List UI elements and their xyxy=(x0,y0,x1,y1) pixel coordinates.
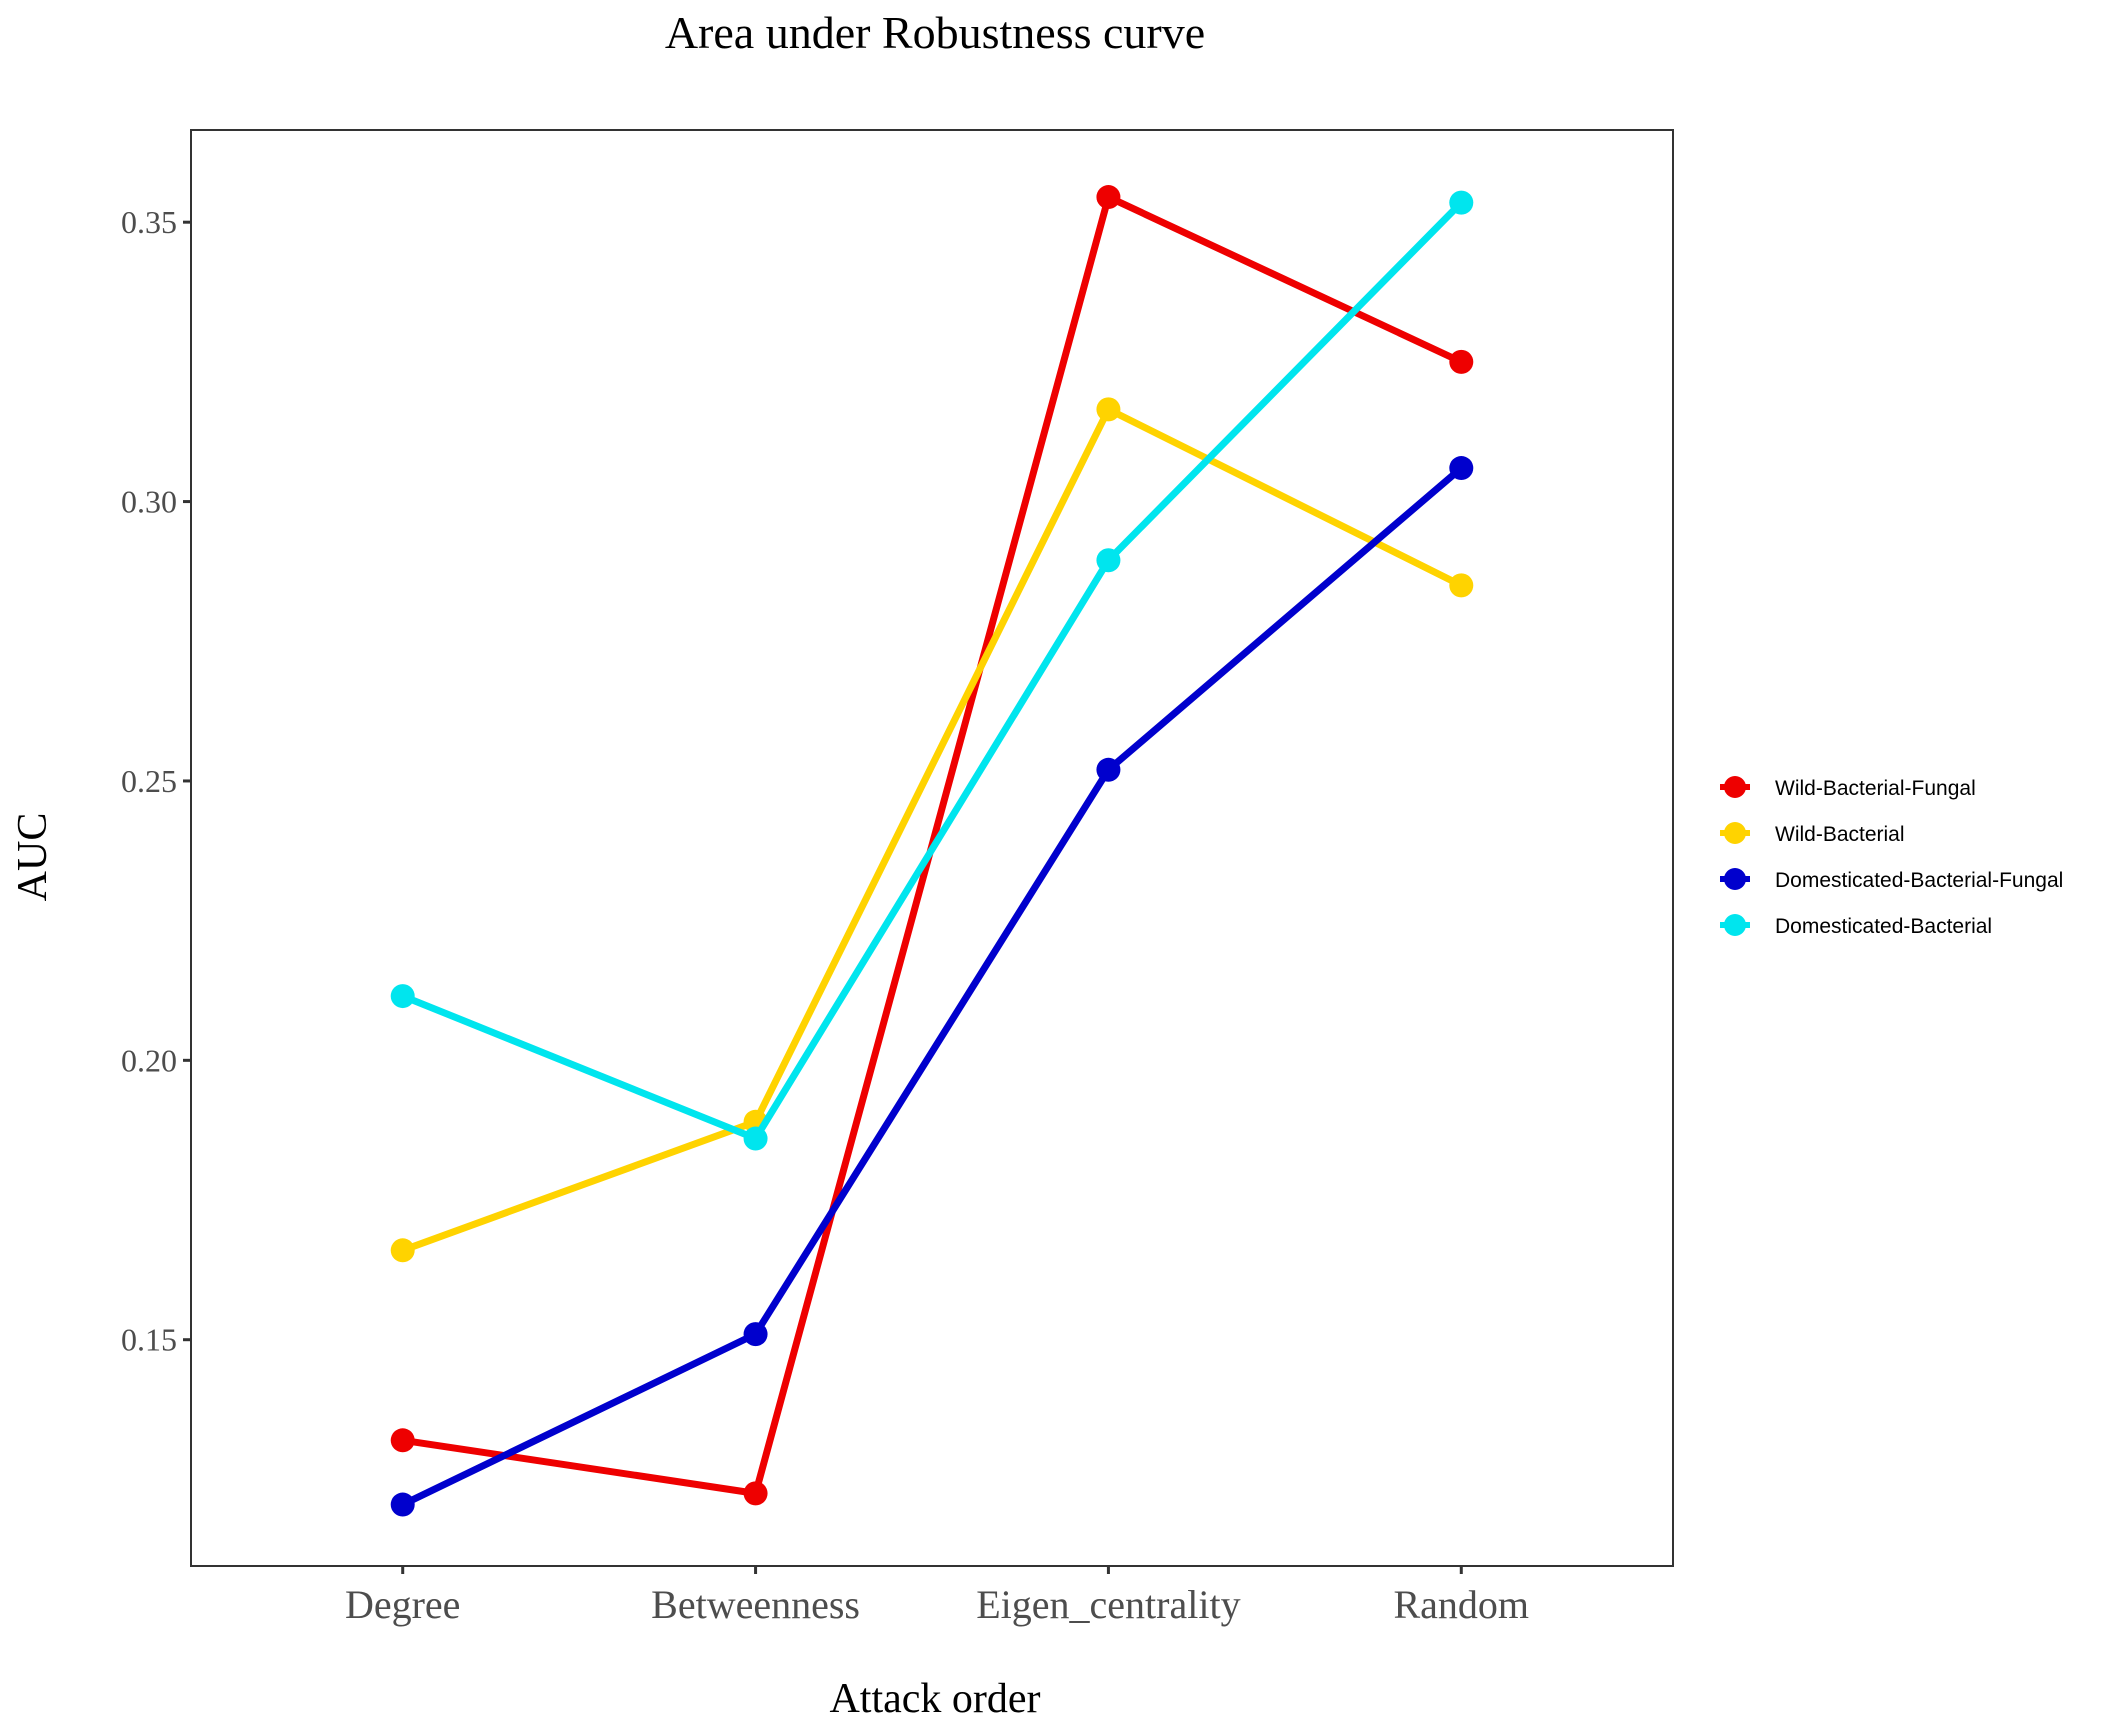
legend-label: Wild-Bacterial xyxy=(1775,823,1905,846)
x-axis: Degree Betweenness Eigen_centrality Random xyxy=(345,1566,1529,1627)
data-point xyxy=(743,1322,768,1347)
y-tick-label: 0.25 xyxy=(121,763,177,799)
data-point xyxy=(1096,757,1121,782)
legend-key-point xyxy=(1724,914,1746,936)
legend-item: Domesticated-Bacterial-Fungal xyxy=(1720,868,2063,892)
y-axis-title: AUC xyxy=(10,813,56,902)
series-line xyxy=(401,405,1463,1254)
legend-key-point xyxy=(1724,822,1746,844)
y-axis: 0.15 0.20 0.25 0.30 0.35 xyxy=(121,204,191,1358)
series-line xyxy=(401,200,1464,1143)
x-tick-label: Degree xyxy=(345,1582,460,1627)
legend: Wild-Bacterial-Fungal Wild-Bacterial Domes… xyxy=(1720,776,2063,938)
data-point xyxy=(1449,349,1474,374)
legend-item: Wild-Bacterial-Fungal xyxy=(1720,776,1976,800)
y-tick-label: 0.30 xyxy=(121,484,177,520)
data-point xyxy=(743,1481,768,1506)
data-point xyxy=(1096,397,1121,422)
series-2 xyxy=(390,456,1474,1517)
legend-key-point xyxy=(1724,868,1746,890)
legend-label: Wild-Bacterial-Fungal xyxy=(1775,777,1976,800)
legend-item: Domesticated-Bacterial xyxy=(1720,914,1992,938)
data-point xyxy=(1449,456,1474,481)
chart-title: Area under Robustness curve xyxy=(665,7,1205,58)
data-point xyxy=(1096,185,1121,210)
x-axis-title: Attack order xyxy=(829,1676,1040,1722)
data-point xyxy=(1096,548,1121,573)
y-tick-label: 0.20 xyxy=(121,1042,177,1078)
series-layer xyxy=(390,185,1474,1517)
data-point xyxy=(390,984,415,1009)
x-tick-label: Random xyxy=(1394,1582,1530,1627)
x-tick-label: Eigen_centrality xyxy=(976,1582,1240,1627)
series-line xyxy=(401,465,1464,1508)
data-point xyxy=(1449,190,1474,215)
data-point xyxy=(390,1428,415,1453)
series-3 xyxy=(390,190,1474,1151)
legend-label: Domesticated-Bacterial xyxy=(1775,915,1992,938)
x-tick-label: Betweenness xyxy=(651,1582,860,1627)
legend-item: Wild-Bacterial xyxy=(1720,822,1905,846)
y-tick-label: 0.15 xyxy=(121,1322,177,1358)
data-point xyxy=(390,1492,415,1517)
legend-label: Domesticated-Bacterial-Fungal xyxy=(1775,869,2063,892)
data-point xyxy=(743,1126,768,1151)
data-point xyxy=(390,1238,415,1263)
series-1 xyxy=(390,397,1474,1263)
y-tick-label: 0.35 xyxy=(121,204,177,240)
data-point xyxy=(1449,573,1474,598)
legend-key-point xyxy=(1724,776,1746,798)
